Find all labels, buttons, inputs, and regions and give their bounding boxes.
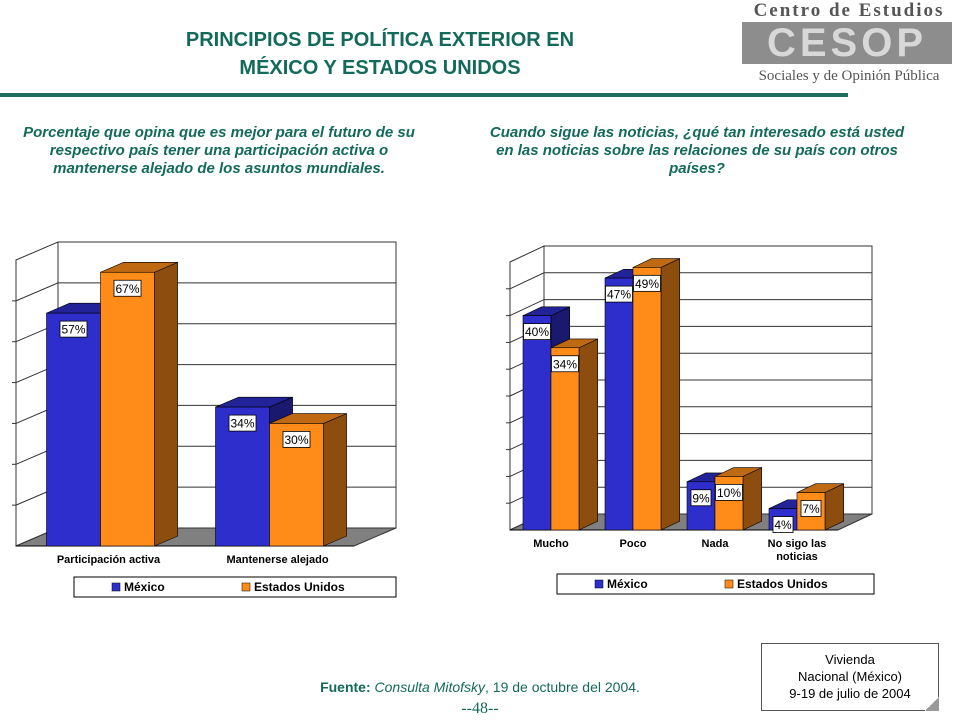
logo-top-text: Centro de Estudios [753,0,945,21]
category-label: No sigo las [768,538,827,550]
legend-swatch [111,582,121,592]
bar-side [742,467,763,531]
chart-right-title: Cuando sigue las noticias, ¿qué tan inte… [489,124,905,177]
bar-side [660,258,681,531]
data-label: 40% [525,325,549,339]
data-label-box [633,274,661,292]
page-title: PRINCIPIOS DE POLÍTICA EXTERIOR EN MÉXIC… [100,26,660,82]
sample-note: Vivienda Nacional (México) 9-19 de julio… [761,643,939,711]
source-note: Fuente: Consulta Mitofsky, 19 de octubre… [250,679,710,695]
chart-left-title: Porcentaje que opina que es mejor para e… [23,124,415,177]
bar-front [100,271,155,547]
bar-front [522,315,552,531]
note-line1: Vivienda [825,652,875,667]
data-label: 67% [115,282,139,296]
category-label: noticias [776,551,818,563]
data-label-box [800,500,822,517]
bar-front [46,312,101,547]
category-label: Mucho [533,538,569,550]
cesop-logo: Centro de Estudios CESOP Sociales y de O… [738,0,960,96]
gridline [509,299,872,317]
legend-label: México [607,577,648,591]
page-title-line1: PRINCIPIOS DE POLÍTICA EXTERIOR EN [185,29,575,51]
legend-label: Estados Unidos [254,580,345,594]
data-label-box [551,355,579,373]
category-label: Poco [620,538,647,550]
chart-legend: México Estados Unidos [556,573,875,595]
bar-front [632,267,662,531]
logo-bottom-text: Sociales y de Opinión Pública [758,68,940,84]
data-label: 47% [607,288,631,302]
bar-chart-0: 57% 67% Participación activa 34% 30% Mantener… [12,241,397,598]
data-label-box [228,414,257,432]
data-label-box [59,320,88,338]
bar-side [323,413,347,547]
bar-1-3-1: 7% [796,483,845,531]
data-label: 49% [635,277,659,291]
bar-front [550,347,580,531]
data-label: 34% [553,357,577,371]
bar-0-0-1: 67% [100,261,178,547]
legend-box [556,573,875,595]
category-label: Nada [702,538,730,550]
bar-1-1-1: 49% [632,258,681,531]
data-label-box [523,323,551,341]
data-label-box [282,431,311,448]
category-label: Mantenerse alejado [226,554,328,566]
source-name: Consulta Mitofsky [374,679,486,695]
bar-front [604,277,634,531]
bar-side [154,261,178,547]
data-label: 4% [774,518,792,532]
page-number: --48-- [461,700,499,717]
gridline [15,282,396,302]
legend-label: Estados Unidos [737,577,828,591]
legend-swatch [241,582,251,592]
gridline [509,272,872,290]
bar-chart-1: 40% 34% Mucho 47% 49% Poco 9% 10% Nada 4% 7% No sig… [506,245,875,595]
note-fold [925,697,939,711]
data-label: 34% [230,417,254,431]
logo-mark: CESOP [742,22,952,64]
page-title-line2: MÉXICO Y ESTADOS UNIDOS [239,57,521,79]
note-line2: Nacional (México) [797,669,903,684]
legend-box [73,576,397,598]
data-label: 9% [692,491,710,505]
source-date: , 19 de octubre del 2004. [485,679,640,695]
legend-swatch [594,579,604,589]
data-label: 57% [61,323,85,337]
data-label-box [113,279,142,297]
bar-1-0-1: 34% [550,338,599,531]
note-line3: 9-19 de julio de 2004 [789,686,911,701]
data-label-box [690,489,712,507]
data-label-box [715,483,743,501]
legend-swatch [724,579,734,589]
bar-side [578,338,599,531]
category-label: Participación activa [57,554,161,566]
data-label: 7% [802,502,820,516]
chart-legend: México Estados Unidos [73,576,397,598]
data-label-box [772,516,794,533]
source-label: Fuente: [320,679,371,695]
bar-0-1-1: 30% [269,413,347,547]
data-label: 30% [284,433,308,447]
data-label: 10% [717,486,741,500]
title-divider [0,93,848,97]
data-label-box [605,285,633,303]
legend-label: México [124,580,165,594]
bar-1-2-1: 10% [714,467,763,531]
